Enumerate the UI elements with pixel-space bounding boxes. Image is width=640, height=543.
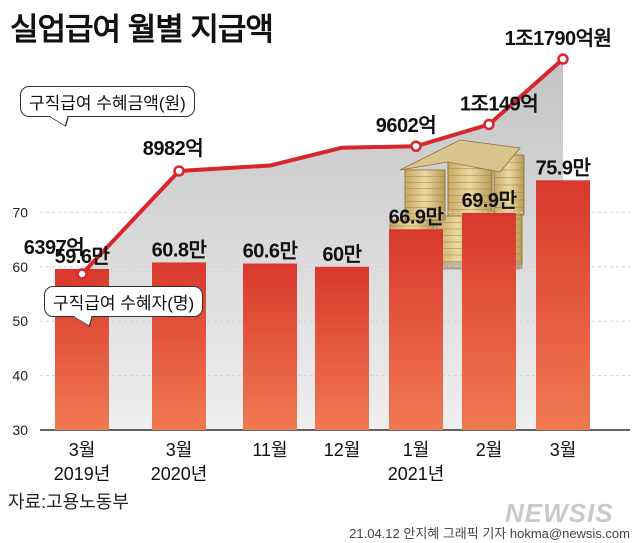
line-point-label: 6397억 [24, 236, 84, 259]
x-category-label: 11월 [252, 440, 287, 460]
credit-line: 21.04.12 안지혜 그래픽 기자 hokma@newsis.com [349, 526, 630, 541]
source-note: 자료:고용노동부 [8, 492, 129, 512]
y-tick-label: 30 [12, 422, 28, 438]
bar-value-label: 60만 [322, 243, 362, 266]
page-title: 실업급여 월별 지급액 [10, 12, 274, 47]
x-category-label: 2019년 [54, 464, 111, 484]
bar [389, 229, 443, 430]
line-point-label: 1조1790억원 [505, 27, 612, 50]
line-point [173, 165, 185, 177]
bar-value-label: 60.8만 [152, 238, 208, 261]
x-category-label: 2021년 [388, 464, 445, 484]
line-point-label: 1조149억 [460, 92, 538, 115]
line-legend-bubble: 구직급여 수혜금액(원) [20, 86, 195, 117]
line-point [557, 53, 569, 65]
line-point [483, 118, 495, 131]
bar [462, 212, 516, 430]
x-category-label: 3월 [550, 440, 577, 460]
bar-value-label: 75.9만 [536, 156, 592, 179]
money-top-bill [399, 139, 521, 173]
line-point-label: 9602억 [376, 114, 436, 137]
money-shadow [400, 262, 520, 270]
y-tick-label: 50 [12, 313, 28, 329]
bar-legend-bubble: 구직급여 수혜자(명) [44, 286, 204, 317]
y-tick-label: 40 [12, 368, 28, 384]
bar-value-label: 69.9만 [462, 189, 518, 212]
y-tick-label: 60 [12, 259, 28, 275]
watermark-logo: NEWSIS [505, 498, 614, 528]
bar [243, 263, 297, 430]
line-point [76, 268, 88, 280]
x-category-label: 3월 [166, 440, 193, 460]
bar-value-label: 60.6만 [243, 240, 299, 263]
x-category-label: 3월 [69, 440, 96, 460]
y-tick-label: 70 [12, 204, 28, 220]
x-category-label: 1월 [403, 440, 430, 460]
bar-value-label: 66.9만 [389, 205, 445, 228]
x-category-label: 2월 [476, 440, 503, 460]
bar [536, 180, 590, 430]
x-category-label: 12월 [324, 440, 361, 460]
x-category-label: 2020년 [151, 464, 208, 484]
line-point-label: 8982억 [143, 137, 203, 160]
bar [315, 266, 369, 430]
bar-value-label: 59.6만 [55, 245, 111, 268]
line-point [410, 140, 422, 152]
